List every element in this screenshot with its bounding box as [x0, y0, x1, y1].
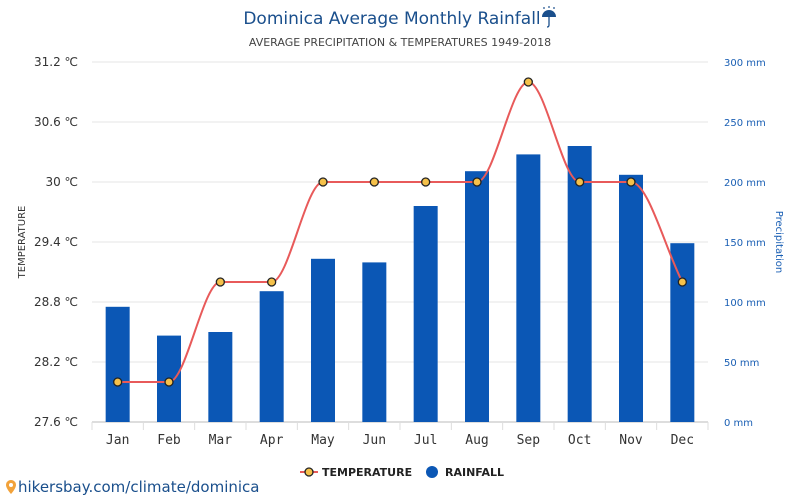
x-tick-label: Sep	[517, 433, 541, 448]
x-ticks: Jan Feb Mar Apr May Jun Jul Aug Sep Oct Nov Dec	[91, 422, 709, 448]
y-left-ticks: 31.2 ℃ 30.6 ℃ 30 ℃ 29.4 ℃ 28.8 ℃ 28.2 ℃ 27.6 ℃	[34, 55, 78, 429]
x-tick-label: Jun	[363, 433, 386, 448]
x-tick-label: Mar	[209, 433, 233, 448]
y-right-tick-label: 150 mm	[724, 238, 766, 249]
y-left-tick-label: 30.6 ℃	[34, 115, 78, 129]
temperature-point	[677, 277, 687, 287]
y-right-tick-label: 250 mm	[724, 118, 766, 129]
y-left-tick-label: 27.6 ℃	[34, 415, 78, 429]
rainfall-bar	[465, 171, 489, 422]
temperature-line-path	[117, 80, 684, 383]
x-tick-label: Aug	[465, 433, 488, 448]
x-tick-label: Oct	[568, 433, 591, 448]
legend-label-rainfall: RAINFALL	[445, 466, 504, 479]
x-tick-label: Jan	[106, 433, 129, 448]
y-right-tick-label: 0 mm	[724, 418, 753, 429]
y-right-tick-label: 300 mm	[724, 58, 766, 69]
x-tick-label: Nov	[619, 433, 643, 448]
temperature-point	[523, 77, 533, 87]
rainfall-bar	[105, 306, 130, 422]
legend-marker-swatch	[304, 467, 314, 477]
legend-item-rainfall[interactable]: RAINFALL	[426, 466, 504, 479]
temperature-point	[626, 177, 636, 187]
temperature-point	[318, 177, 328, 187]
y-left-tick-label: 29.4 ℃	[34, 235, 78, 249]
legend-label-temperature: TEMPERATURE	[322, 466, 412, 479]
svg-text:Dominica Average Monthly Rainf: Dominica Average Monthly Rainfall	[243, 9, 540, 29]
y-left-tick-label: 31.2 ℃	[34, 55, 78, 69]
temperature-point	[267, 277, 277, 287]
x-tick-label: Feb	[157, 433, 181, 448]
y-right-tick-label: 200 mm	[724, 178, 766, 189]
umbrella-icon	[542, 6, 556, 28]
y-left-tick-label: 28.8 ℃	[34, 295, 78, 309]
footer-text: hikersbay.com/climate/dominica	[18, 478, 260, 496]
footer-link[interactable]: hikersbay.com/climate/dominica	[6, 478, 260, 496]
rainfall-bar	[259, 291, 284, 422]
chart-title: Dominica Average Monthly Rainfall	[243, 9, 540, 29]
rainfall-bars	[105, 146, 695, 422]
legend-bar-swatch	[426, 466, 438, 478]
temperature-line	[113, 77, 687, 387]
temperature-point	[421, 177, 431, 187]
y-right-tick-label: 100 mm	[724, 298, 766, 309]
y-right-axis-label: Precipitation	[773, 211, 784, 274]
x-tick-label: Jul	[414, 433, 437, 448]
location-pin-icon	[6, 480, 16, 494]
rainfall-bar	[362, 262, 387, 422]
temperature-point	[369, 177, 379, 187]
rainfall-bar	[208, 332, 233, 422]
rainfall-bar	[516, 154, 541, 422]
y-left-axis-label: TEMPERATURE	[17, 206, 28, 280]
gridlines	[92, 61, 708, 423]
temperature-point	[215, 277, 225, 287]
y-left-tick-label: 30 ℃	[45, 175, 78, 189]
y-left-tick-label: 28.2 ℃	[34, 355, 78, 369]
x-tick-label: May	[311, 433, 335, 448]
temperature-point	[575, 177, 585, 187]
rainfall-bar	[619, 174, 643, 422]
temperature-point	[164, 377, 174, 387]
rainfall-bar	[311, 258, 335, 422]
legend: TEMPERATURE RAINFALL	[300, 466, 504, 479]
x-tick-label: Apr	[260, 433, 284, 448]
x-tick-label: Dec	[671, 433, 694, 448]
y-right-ticks: 300 mm 250 mm 200 mm 150 mm 100 mm 50 mm 0 mm	[724, 58, 766, 429]
chart-subtitle: AVERAGE PRECIPITATION & TEMPERATURES 194…	[249, 36, 551, 49]
temperature-point	[113, 377, 123, 387]
y-right-tick-label: 50 mm	[724, 358, 759, 369]
rainfall-bar	[670, 243, 695, 422]
temperature-point	[472, 177, 482, 187]
rainfall-bar	[567, 146, 592, 422]
rainfall-bar	[413, 206, 438, 422]
legend-item-temperature[interactable]: TEMPERATURE	[300, 466, 412, 479]
